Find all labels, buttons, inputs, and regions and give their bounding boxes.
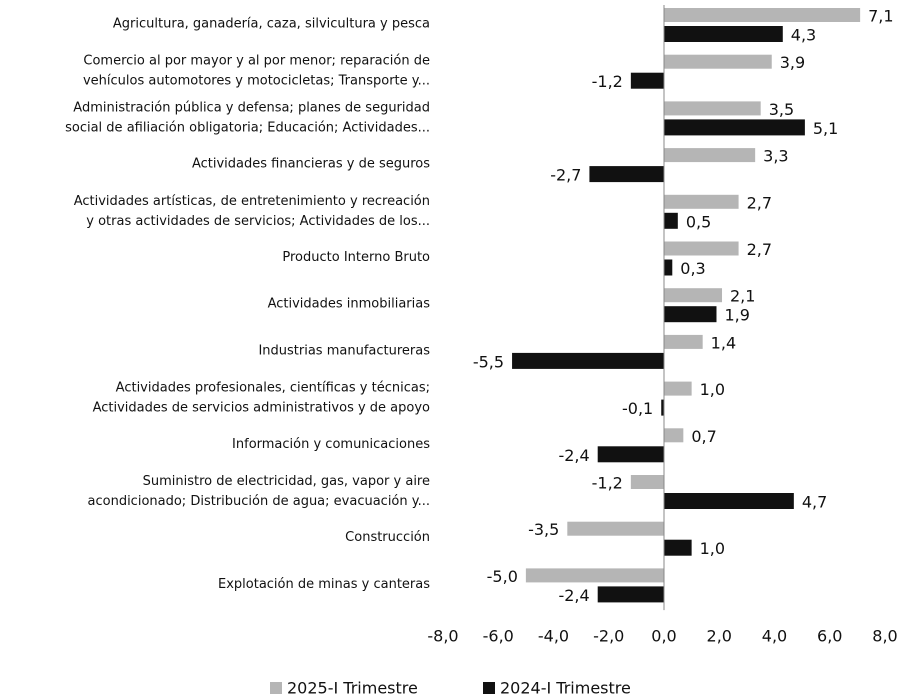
bar [525, 568, 664, 583]
category-label: Agricultura, ganadería, caza, silvicultu… [113, 17, 430, 32]
bar [664, 259, 673, 276]
value-label: 0,7 [691, 427, 716, 446]
bar [664, 381, 692, 396]
legend-swatch [483, 682, 495, 694]
value-label: 1,4 [711, 333, 736, 352]
category-label: Industrias manufactureras [258, 343, 430, 358]
category-label: Actividades inmobiliarias [268, 297, 431, 312]
category-label: Actividades profesionales, científicas y… [93, 380, 430, 415]
value-label: 0,5 [686, 212, 711, 231]
value-label: 4,3 [791, 26, 816, 45]
value-label: 7,1 [868, 7, 893, 26]
category-label: Actividades financieras y de seguros [192, 157, 430, 172]
bar [664, 119, 805, 136]
value-label: -2,4 [558, 586, 589, 605]
value-label: 2,7 [747, 240, 772, 259]
category-label: Suministro de electricidad, gas, vapor y… [88, 474, 430, 509]
category-label: Actividades artísticas, de entretenimien… [74, 193, 430, 228]
value-label: 3,9 [780, 53, 805, 72]
category-label: Explotación de minas y canteras [218, 577, 430, 592]
value-label: 1,0 [700, 380, 725, 399]
value-label: 0,3 [680, 259, 705, 278]
bar [664, 539, 692, 556]
bar [664, 241, 739, 256]
value-label: 1,9 [724, 306, 749, 325]
legend-label: 2024-I Trimestre [500, 679, 631, 698]
bar [512, 352, 664, 369]
category-label: Administración pública y defensa; planes… [65, 100, 430, 135]
category-label: Construcción [345, 530, 430, 545]
value-label: -2,7 [550, 166, 581, 185]
legend-swatch [270, 682, 282, 694]
x-tick-label: -2,0 [593, 627, 624, 646]
bar [630, 72, 664, 89]
category-label: Comercio al por mayor y al por menor; re… [83, 53, 430, 88]
value-label: -1,2 [592, 474, 623, 493]
value-label: -5,0 [487, 567, 518, 586]
bar [567, 521, 664, 536]
bar [661, 399, 664, 416]
bar [664, 428, 684, 443]
value-label: 2,7 [747, 193, 772, 212]
value-label: 1,0 [700, 539, 725, 558]
x-tick-label: 4,0 [762, 627, 787, 646]
bar [664, 212, 678, 229]
bar [664, 306, 717, 323]
x-tick-label: 0,0 [651, 627, 676, 646]
x-tick-label: -8,0 [427, 627, 458, 646]
x-tick-label: 8,0 [872, 627, 897, 646]
x-tick-label: 2,0 [707, 627, 732, 646]
value-label: -0,1 [622, 399, 653, 418]
bar [664, 148, 756, 163]
bar [664, 194, 739, 209]
bar [630, 475, 664, 489]
bar [589, 166, 664, 183]
value-label: 3,5 [769, 100, 794, 119]
bar [664, 493, 794, 509]
bar [664, 288, 723, 303]
bar [597, 586, 664, 603]
bar [664, 334, 703, 349]
value-label: -2,4 [558, 446, 589, 465]
value-label: -1,2 [592, 72, 623, 91]
bar [597, 446, 664, 463]
category-label: Producto Interno Bruto [282, 250, 430, 265]
bar [664, 26, 783, 42]
legend-label: 2025-I Trimestre [287, 679, 418, 698]
bar [664, 101, 761, 116]
x-tick-label: -4,0 [538, 627, 569, 646]
value-label: 4,7 [802, 493, 827, 512]
x-tick-label: 6,0 [817, 627, 842, 646]
bar [664, 54, 772, 69]
x-tick-label: -6,0 [483, 627, 514, 646]
value-label: -3,5 [528, 520, 559, 539]
value-label: 3,3 [763, 147, 788, 166]
value-label: -5,5 [473, 352, 504, 371]
value-label: 2,1 [730, 287, 755, 306]
bar [664, 8, 861, 22]
category-label: Información y comunicaciones [232, 437, 430, 452]
value-label: 5,1 [813, 119, 838, 138]
